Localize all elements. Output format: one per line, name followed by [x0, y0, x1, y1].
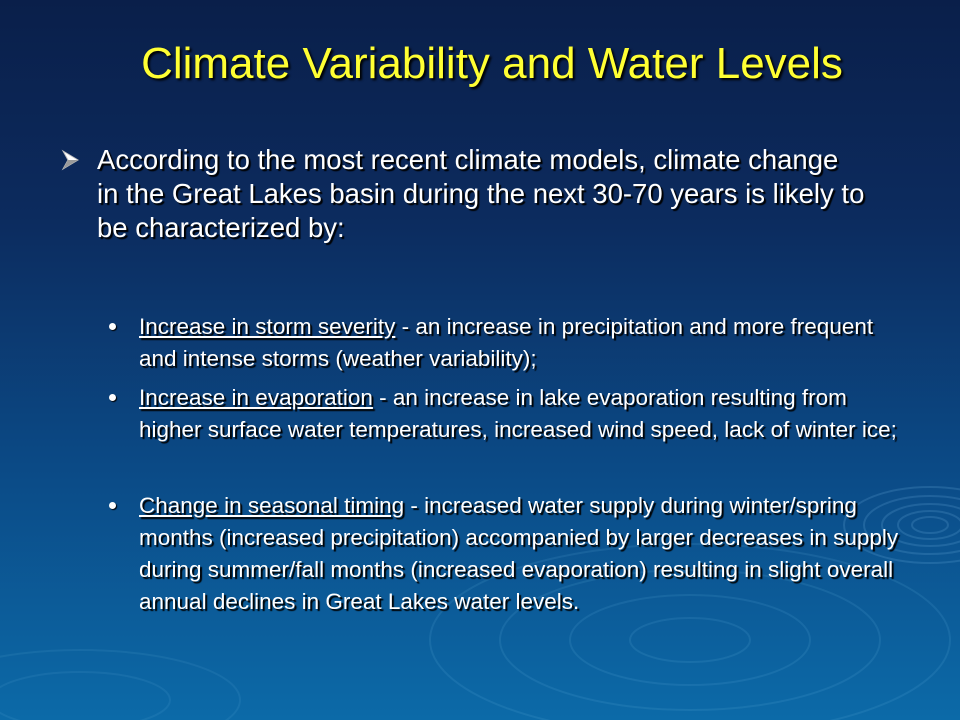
sub-bullet-text: Increase in storm severity - an increase…: [139, 311, 899, 375]
sub-bullet-text: Increase in evaporation - an increase in…: [139, 382, 899, 446]
sub-bullet-description: - an increase in precipitation and more …: [139, 314, 874, 371]
slide-title: Climate Variability and Water Levels: [141, 39, 843, 88]
bullet-dot-icon: [109, 323, 116, 330]
sub-bullet-description: - an increase in lake evaporation result…: [139, 385, 897, 442]
sub-bullet-term: Increase in storm severity: [139, 314, 396, 339]
sub-bullet-term: Increase in evaporation: [139, 385, 373, 410]
bullet-dot-icon: [109, 394, 116, 401]
sub-bullet-term: Change in seasonal timing: [139, 493, 405, 518]
main-bullet-text: According to the most recent climate mod…: [97, 144, 865, 243]
bullet-dot-icon: [109, 502, 116, 509]
arrow-bullet-icon: [61, 149, 79, 171]
sub-bullet-description: - increased water supply during winter/s…: [139, 493, 899, 614]
sub-bullet-text: Change in seasonal timing - increased wa…: [139, 490, 899, 618]
